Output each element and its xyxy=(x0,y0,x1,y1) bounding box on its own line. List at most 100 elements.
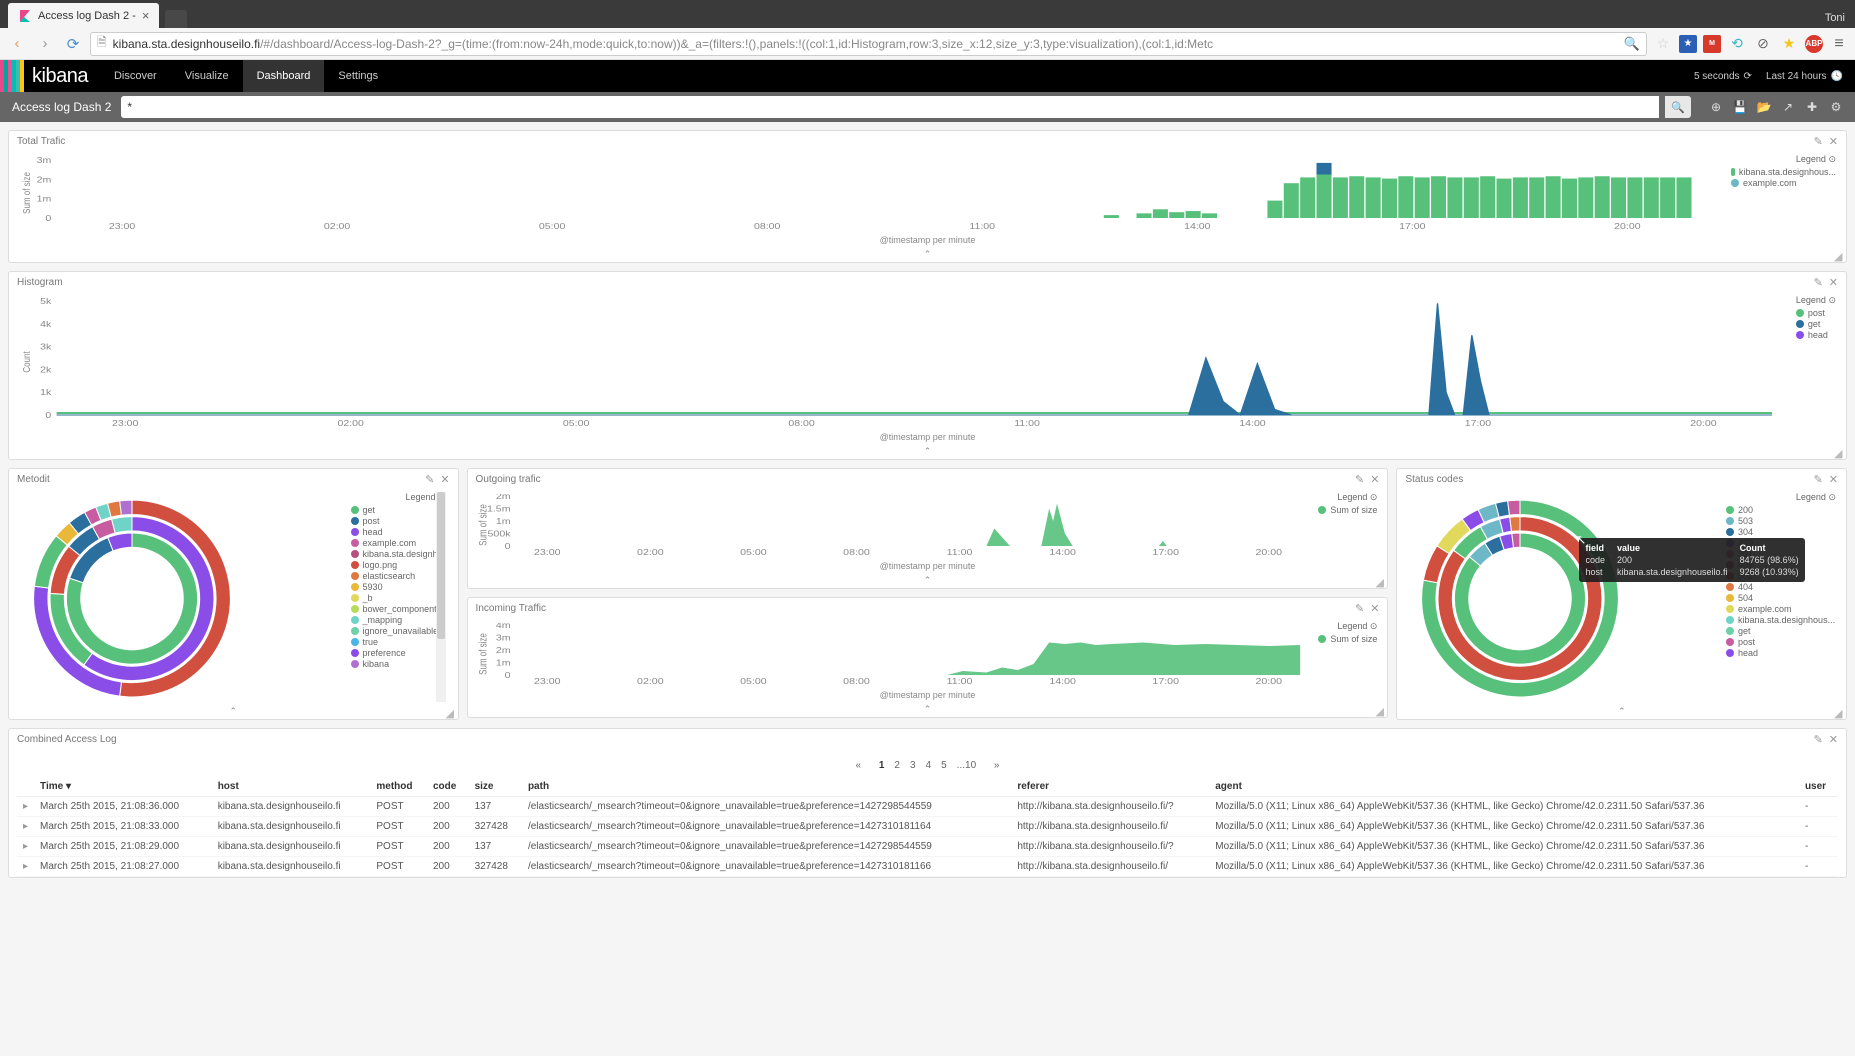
legend-item[interactable]: head xyxy=(1726,648,1836,658)
legend-item[interactable]: kibana.sta.designh... xyxy=(351,549,446,559)
page-prev[interactable]: « xyxy=(851,760,867,771)
collapse-caret-icon[interactable]: ⌃ xyxy=(468,702,1388,717)
legend-item[interactable]: example.com xyxy=(1731,178,1836,188)
refresh-interval[interactable]: 5 seconds ⟳ xyxy=(1694,71,1752,82)
page-info-icon[interactable]: 🗎 xyxy=(97,33,107,54)
extension-sync-icon[interactable]: ⟲ xyxy=(1727,34,1747,54)
outgoing-chart[interactable]: 0500k1m1.5m2mSum of size23:0002:0005:000… xyxy=(476,494,1380,556)
page-number[interactable]: 3 xyxy=(905,760,921,771)
table-row[interactable]: ▸March 25th 2015, 21:08:29.000kibana.sta… xyxy=(17,837,1838,857)
address-bar[interactable]: 🗎 kibana.sta.designhouseilo.fi/#/dashboa… xyxy=(90,32,1647,56)
legend-item[interactable]: get xyxy=(351,505,446,515)
resize-handle[interactable]: ◢ xyxy=(1375,705,1385,715)
incoming-chart[interactable]: 01m2m3m4mSum of size23:0002:0005:0008:00… xyxy=(476,623,1380,685)
legend-item[interactable]: ignore_unavailable xyxy=(351,626,446,636)
expand-row-icon[interactable]: ▸ xyxy=(23,861,28,872)
settings-icon[interactable]: ⚙ xyxy=(1825,96,1847,118)
legend-item[interactable]: 200 xyxy=(1726,505,1836,515)
legend-item[interactable]: kibana.sta.designhous... xyxy=(1731,167,1836,177)
collapse-caret-icon[interactable]: ⌃ xyxy=(9,444,1846,459)
column-header[interactable]: referer xyxy=(1011,777,1209,797)
legend[interactable]: Legend ⊙ Sum of size xyxy=(1318,621,1377,645)
expand-row-icon[interactable]: ▸ xyxy=(23,841,28,852)
legend[interactable]: Legend ⊙ Sum of size xyxy=(1318,492,1377,516)
legend-item[interactable]: example.com xyxy=(351,538,446,548)
legend-item[interactable]: get xyxy=(1726,626,1836,636)
collapse-caret-icon[interactable]: ⌃ xyxy=(9,704,458,719)
column-header[interactable]: host xyxy=(212,777,371,797)
table-row[interactable]: ▸March 25th 2015, 21:08:33.000kibana.sta… xyxy=(17,817,1838,837)
edit-panel-icon[interactable]: ✎ xyxy=(425,473,434,486)
collapse-caret-icon[interactable]: ⌃ xyxy=(1397,704,1846,719)
add-panel-icon[interactable]: ✚ xyxy=(1801,96,1823,118)
resize-handle[interactable]: ◢ xyxy=(1834,250,1844,260)
legend-item[interactable]: 5930 xyxy=(351,582,446,592)
url-search-icon[interactable]: 🔍 xyxy=(1624,36,1640,52)
legend-item[interactable]: head xyxy=(1796,330,1836,340)
remove-panel-icon[interactable]: ✕ xyxy=(440,473,449,486)
edit-panel-icon[interactable]: ✎ xyxy=(1355,602,1364,615)
legend[interactable]: Legend ⊙ kibana.sta.designhous...example… xyxy=(1731,154,1836,189)
legend-item[interactable]: logo.png xyxy=(351,560,446,570)
nav-item-settings[interactable]: Settings xyxy=(324,60,392,92)
page-number[interactable]: 5 xyxy=(936,760,952,771)
column-header[interactable]: size xyxy=(469,777,522,797)
legend[interactable]: Legend ⊙ getpostheadexample.comkibana.st… xyxy=(351,492,446,702)
legend-item[interactable]: true xyxy=(351,637,446,647)
extension-noscript-icon[interactable]: ⊘ xyxy=(1753,34,1773,54)
legend-item[interactable]: _mapping xyxy=(351,615,446,625)
nav-item-dashboard[interactable]: Dashboard xyxy=(243,60,325,92)
forward-button[interactable]: › xyxy=(34,33,56,55)
legend-item[interactable]: kibana.sta.designhous... xyxy=(1726,615,1836,625)
expand-row-icon[interactable]: ▸ xyxy=(23,801,28,812)
legend-item[interactable]: post xyxy=(351,516,446,526)
table-row[interactable]: ▸March 25th 2015, 21:08:27.000kibana.sta… xyxy=(17,857,1838,877)
resize-handle[interactable]: ◢ xyxy=(446,707,456,717)
expand-row-icon[interactable]: ▸ xyxy=(23,821,28,832)
extension-fav-icon[interactable]: ★ xyxy=(1779,34,1799,54)
legend-item[interactable]: bower_components xyxy=(351,604,446,614)
edit-panel-icon[interactable]: ✎ xyxy=(1814,473,1823,486)
remove-panel-icon[interactable]: ✕ xyxy=(1370,473,1379,486)
column-header[interactable]: path xyxy=(522,777,1011,797)
legend-item[interactable]: 304 xyxy=(1726,527,1836,537)
column-header[interactable]: code xyxy=(427,777,469,797)
save-dashboard-icon[interactable]: 💾 xyxy=(1729,96,1751,118)
new-dashboard-icon[interactable]: ⊕ xyxy=(1705,96,1727,118)
legend-item[interactable]: post xyxy=(1726,637,1836,647)
table-row[interactable]: ▸March 25th 2015, 21:08:36.000kibana.sta… xyxy=(17,797,1838,817)
collapse-caret-icon[interactable]: ⌃ xyxy=(468,573,1388,588)
chrome-menu-icon[interactable]: ≡ xyxy=(1829,34,1849,54)
legend[interactable]: Legend ⊙ postgethead xyxy=(1796,295,1836,341)
page-number[interactable]: 4 xyxy=(921,760,937,771)
legend-item[interactable]: 504 xyxy=(1726,593,1836,603)
edit-panel-icon[interactable]: ✎ xyxy=(1814,733,1823,746)
remove-panel-icon[interactable]: ✕ xyxy=(1829,276,1838,289)
edit-panel-icon[interactable]: ✎ xyxy=(1355,473,1364,486)
resize-handle[interactable]: ◢ xyxy=(1834,447,1844,457)
reload-button[interactable]: ⟳ xyxy=(62,33,84,55)
resize-handle[interactable]: ◢ xyxy=(1375,576,1385,586)
bookmark-star-icon[interactable]: ☆ xyxy=(1653,34,1673,54)
legend-item[interactable]: _b xyxy=(351,593,446,603)
browser-user[interactable]: Toni xyxy=(1815,8,1855,28)
legend-item[interactable]: example.com xyxy=(1726,604,1836,614)
legend-item[interactable]: elasticsearch xyxy=(351,571,446,581)
browser-tab[interactable]: Access log Dash 2 - × xyxy=(8,3,159,28)
resize-handle[interactable]: ◢ xyxy=(1834,707,1844,717)
column-header[interactable]: method xyxy=(370,777,427,797)
metodit-donut-chart[interactable] xyxy=(17,494,247,699)
extension-blue-icon[interactable]: ★ xyxy=(1679,35,1697,53)
page-next[interactable]: » xyxy=(989,760,1005,771)
column-header[interactable]: agent xyxy=(1209,777,1799,797)
page-number[interactable]: 2 xyxy=(889,760,905,771)
kibana-logo[interactable]: kibana xyxy=(0,60,100,92)
query-submit-button[interactable]: 🔍 xyxy=(1665,96,1691,118)
legend-item[interactable]: get xyxy=(1796,319,1836,329)
legend-scrollbar[interactable] xyxy=(436,492,446,702)
page-number[interactable]: 1 xyxy=(874,760,890,771)
tab-close-icon[interactable]: × xyxy=(142,8,150,23)
query-input[interactable]: * xyxy=(121,96,1659,118)
abp-extension-icon[interactable]: ABP xyxy=(1805,35,1823,53)
legend-item[interactable]: kibana xyxy=(351,659,446,669)
